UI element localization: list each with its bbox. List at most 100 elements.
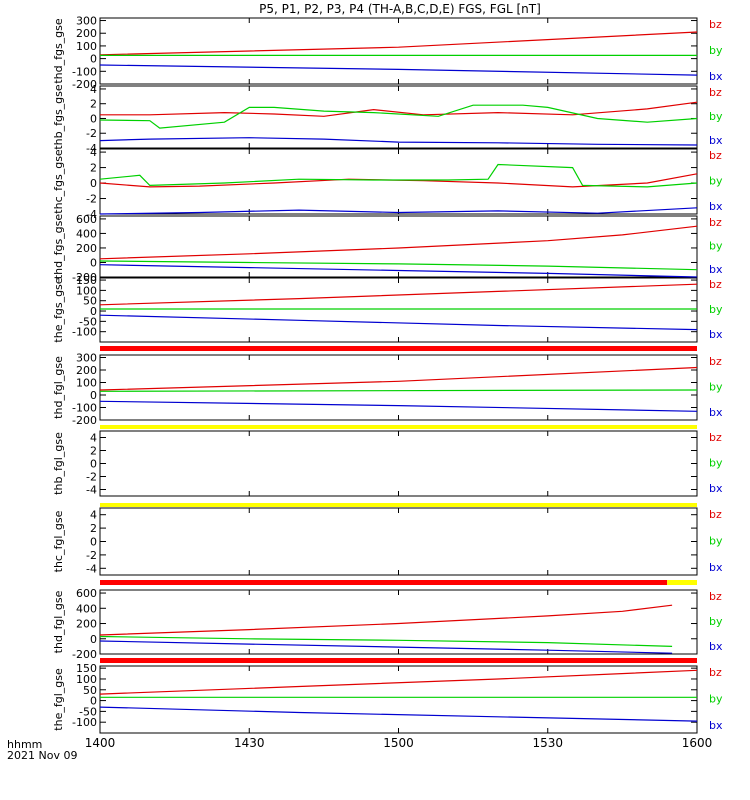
series-by	[99, 260, 698, 271]
panel-frame	[99, 507, 698, 576]
y-axis-label: thb_fgs_gse	[52, 84, 65, 150]
legend-bx: bx	[709, 263, 723, 276]
series-bz	[99, 31, 698, 56]
y-tick-label: 0	[90, 112, 97, 125]
y-tick-label: 100	[76, 673, 97, 686]
y-axis-label: thd_fgs_gse	[52, 214, 65, 280]
y-tick-label: 4	[90, 432, 97, 445]
y-tick-label: -100	[72, 402, 97, 415]
x-tick-label: 1600	[682, 736, 713, 750]
y-tick-label: 100	[76, 284, 97, 297]
y-tick-label: 0	[90, 177, 97, 190]
y-tick-label: 400	[76, 227, 97, 240]
series-bx	[99, 706, 698, 722]
y-axis-label: thd_fgl_gse	[52, 356, 65, 419]
y-tick-label: -4	[86, 484, 97, 497]
y-tick-label: -50	[79, 315, 97, 328]
y-tick-label: -100	[72, 716, 97, 729]
y-tick-label: -100	[72, 326, 97, 339]
legend-bz: bz	[709, 431, 722, 444]
y-tick-label: 4	[90, 509, 97, 522]
panel-8: 420-2-4 thc_fgl_gse bz by bx	[52, 507, 723, 576]
y-axis-label: the_fgs_gse	[52, 277, 65, 342]
series-bx	[99, 314, 698, 331]
series-bz	[100, 101, 698, 117]
series-bz	[99, 366, 698, 391]
legend-bz: bz	[709, 149, 722, 162]
series-bx	[99, 400, 698, 412]
x-tick-label: 1530	[532, 736, 563, 750]
y-tick-label: 600	[76, 213, 97, 226]
y-tick-label: -200	[72, 648, 97, 661]
y-tick-label: 0	[90, 695, 97, 708]
legend-bx: bx	[709, 134, 723, 147]
x-axis-label: hhmm	[7, 738, 42, 751]
legend-bx: bx	[709, 328, 723, 341]
y-tick-label: 0	[90, 53, 97, 66]
series-bz	[99, 225, 698, 260]
legend-bz: bz	[709, 18, 722, 31]
legend-by: by	[709, 240, 723, 253]
panel-3: 4 2 0 -2 -4 thc_fgs_gse bz by bx	[52, 146, 723, 221]
yellow-bar	[100, 503, 697, 507]
y-axis-label: thd_fgl_gse	[52, 590, 65, 653]
y-tick-label: 2	[90, 98, 97, 111]
y-tick-label: -200	[72, 78, 97, 91]
y-tick-label: -50	[79, 705, 97, 718]
y-tick-label: 0	[90, 458, 97, 471]
legend-bz: bz	[709, 508, 722, 521]
date-label: 2021 Nov 09	[7, 749, 77, 762]
x-tick-label: 1430	[234, 736, 265, 750]
y-tick-label: -2	[86, 193, 97, 206]
legend-by: by	[709, 381, 723, 394]
y-axis-label: thb_fgl_gse	[52, 432, 65, 495]
yellow-bar	[100, 425, 697, 429]
panel-2: 4 20 -2 -4 thb_fgs_gse bz by bx	[52, 83, 723, 155]
series-by	[99, 104, 698, 129]
y-tick-label: -200	[72, 271, 97, 284]
y-tick-label: 300	[76, 352, 97, 365]
legend-bx: bx	[709, 640, 723, 653]
series-bx	[99, 207, 698, 215]
y-tick-label: -200	[72, 414, 97, 427]
y-axis-label: the_fgl_gse	[52, 668, 65, 731]
y-tick-label: 400	[76, 602, 97, 615]
y-tick-label: 200	[76, 618, 97, 631]
y-tick-label: -2	[86, 549, 97, 562]
y-tick-label: 2	[90, 162, 97, 175]
y-tick-label: 0	[90, 256, 97, 269]
series-bz	[99, 283, 698, 306]
y-tick-label: 600	[76, 587, 97, 600]
legend-by: by	[709, 535, 723, 548]
plot-title: P5, P1, P2, P3, P4 (TH-A,B,C,D,E) FGS, F…	[259, 2, 541, 16]
red-bar	[100, 346, 697, 351]
legend-by: by	[709, 693, 723, 706]
y-tick-label: 200	[76, 364, 97, 377]
panel-frame	[99, 665, 698, 734]
y-tick-label: 0	[90, 389, 97, 402]
series-by	[99, 389, 698, 392]
legend-by: by	[709, 175, 723, 188]
legend-bx: bx	[709, 200, 723, 213]
y-tick-label: 200	[76, 27, 97, 40]
legend-bx: bx	[709, 482, 723, 495]
legend-bx: bx	[709, 406, 723, 419]
series-by	[99, 163, 698, 188]
legend-bz: bz	[709, 216, 722, 229]
y-tick-label: 100	[76, 40, 97, 53]
legend-bz: bz	[709, 86, 722, 99]
legend-bz: bz	[709, 355, 722, 368]
y-tick-label: -4	[86, 142, 97, 155]
status-bars	[100, 346, 697, 663]
legend-bz: bz	[709, 590, 722, 603]
legend-bz: bz	[709, 666, 722, 679]
legend-by: by	[709, 615, 723, 628]
y-tick-label: 50	[83, 684, 97, 697]
panel-7: 420-2-4 thb_fgl_gse bz by bx	[52, 430, 723, 497]
